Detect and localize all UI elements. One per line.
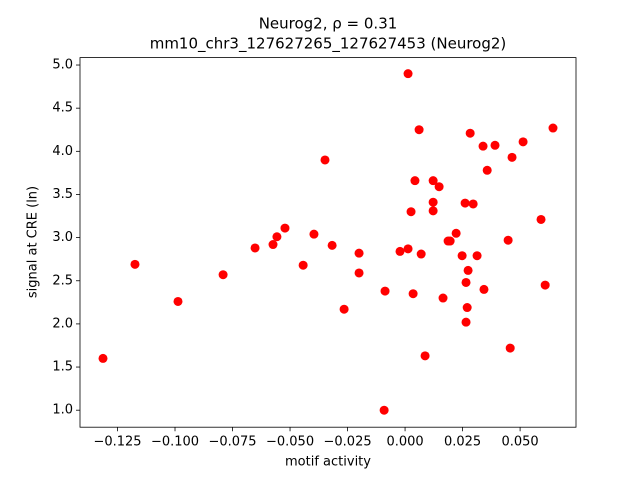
point — [503, 235, 513, 245]
point — [98, 353, 108, 363]
point — [434, 182, 444, 192]
point — [468, 199, 478, 209]
x-tick-label: 0.000 — [386, 435, 423, 450]
point — [478, 141, 488, 151]
point — [472, 251, 482, 261]
point — [410, 176, 420, 186]
point — [460, 198, 470, 208]
point — [461, 317, 471, 327]
point — [309, 229, 319, 239]
point — [298, 260, 308, 270]
point — [540, 280, 550, 290]
point — [354, 248, 364, 258]
point — [548, 123, 558, 133]
point — [507, 152, 517, 162]
point — [268, 240, 278, 250]
point — [479, 284, 489, 294]
point — [518, 137, 528, 147]
point — [218, 270, 228, 280]
point — [482, 165, 492, 175]
point — [420, 351, 430, 361]
point — [451, 228, 461, 238]
point — [428, 197, 438, 207]
point — [130, 259, 140, 269]
point — [461, 277, 471, 287]
point — [354, 268, 364, 278]
point — [462, 303, 472, 313]
point — [505, 343, 515, 353]
x-axis-label: motif activity — [285, 455, 371, 470]
y-tick-label: 1.0 — [52, 403, 73, 418]
point — [173, 296, 183, 306]
point — [339, 304, 349, 314]
x-tick-label: −0.125 — [93, 435, 141, 450]
point — [320, 155, 330, 165]
y-tick-label: 2.0 — [52, 316, 73, 331]
point — [490, 140, 500, 150]
chart-subtitle: mm10_chr3_127627265_127627453 (Neurog2) — [150, 35, 507, 54]
point — [403, 244, 413, 254]
point — [403, 69, 413, 79]
x-tick-label: 0.025 — [444, 435, 481, 450]
y-tick-label: 1.5 — [52, 360, 73, 375]
x-tick-label: 0.050 — [501, 435, 538, 450]
point — [280, 223, 290, 233]
point — [457, 251, 467, 261]
y-tick-label: 4.5 — [52, 101, 73, 116]
y-tick-label: 4.0 — [52, 144, 73, 159]
plot-frame — [79, 57, 577, 428]
point — [445, 236, 455, 246]
point — [380, 286, 390, 296]
point — [250, 243, 260, 253]
point — [428, 206, 438, 216]
point — [406, 207, 416, 217]
point — [463, 265, 473, 275]
point — [428, 176, 438, 186]
y-tick-label: 3.5 — [52, 187, 73, 202]
x-tick-label: −0.025 — [324, 435, 372, 450]
point — [536, 214, 546, 224]
point — [438, 293, 448, 303]
y-tick-label: 2.5 — [52, 273, 73, 288]
point — [327, 240, 337, 250]
y-tick-label: 5.0 — [52, 58, 73, 73]
x-tick-label: −0.100 — [151, 435, 199, 450]
point — [414, 125, 424, 135]
point — [379, 405, 389, 415]
point — [408, 289, 418, 299]
x-tick-label: −0.075 — [208, 435, 256, 450]
point — [416, 249, 426, 259]
point — [465, 128, 475, 138]
point — [395, 246, 405, 256]
x-tick-label: −0.050 — [266, 435, 314, 450]
y-axis-label: signal at CRE (ln) — [26, 186, 41, 298]
y-tick-label: 3.0 — [52, 230, 73, 245]
point — [272, 232, 282, 242]
chart-title: Neurog2, ρ = 0.31 — [259, 15, 398, 33]
